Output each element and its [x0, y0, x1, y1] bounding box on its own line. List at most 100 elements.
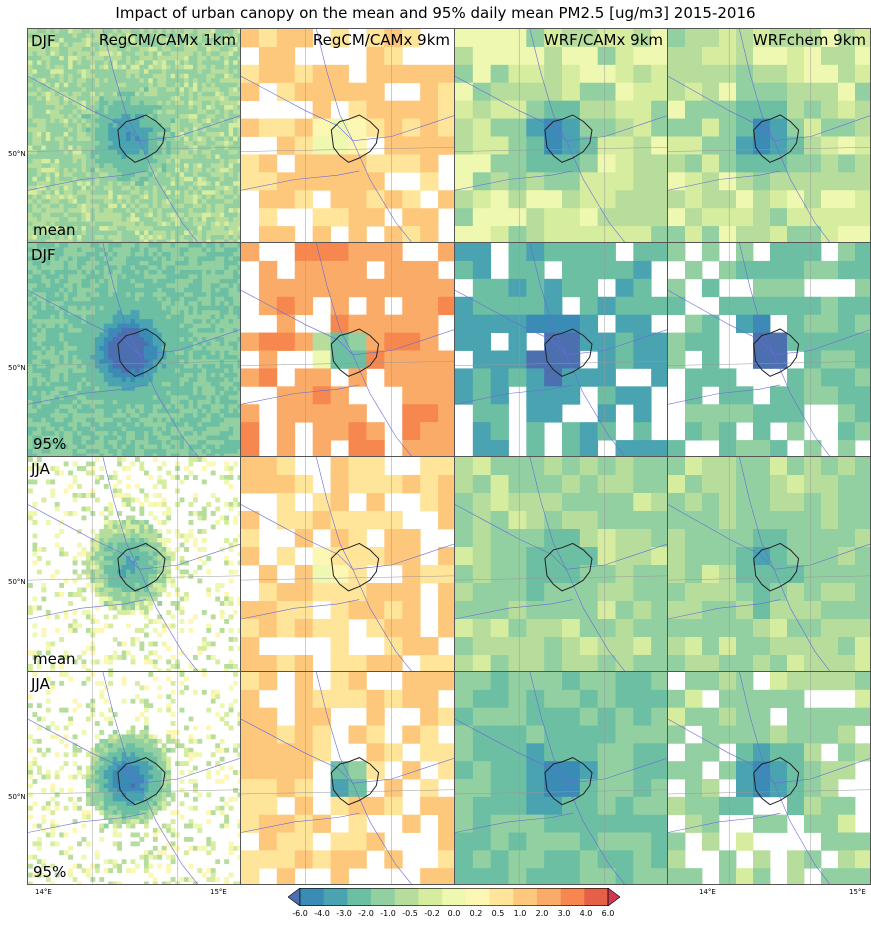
- heatmap-cell: [170, 247, 176, 253]
- heatmap-cell: [215, 37, 221, 43]
- heatmap-cell: [215, 42, 221, 48]
- heatmap-cell: [148, 408, 154, 414]
- heatmap-cell: [77, 235, 82, 240]
- heatmap-cell: [130, 350, 136, 356]
- heatmap-cell: [108, 359, 114, 365]
- heatmap-cell: [157, 260, 163, 266]
- heatmap-cell: [59, 172, 65, 178]
- heatmap-cell: [81, 208, 87, 214]
- heatmap-cell: [59, 208, 65, 214]
- heatmap-cell: [36, 449, 42, 454]
- heatmap-cell: [90, 328, 96, 333]
- heatmap-cell: [224, 377, 230, 383]
- heatmap-cell: [50, 368, 56, 374]
- heatmap-cell: [135, 123, 140, 128]
- heatmap-cell: [855, 29, 870, 48]
- heatmap-cell: [108, 269, 114, 275]
- heatmap-cell: [237, 230, 240, 236]
- heatmap-cell: [233, 42, 238, 48]
- heatmap-cell: [184, 194, 189, 200]
- heatmap-cell: [702, 154, 720, 173]
- heatmap-cell: [117, 413, 123, 419]
- heatmap-cell: [59, 96, 65, 102]
- heatmap-cell: [228, 350, 234, 356]
- heatmap-cell: [201, 96, 207, 102]
- heatmap-cell: [184, 260, 189, 266]
- heatmap-cell: [63, 417, 69, 423]
- heatmap-cell: [112, 181, 118, 187]
- heatmap-cell: [838, 82, 856, 102]
- heatmap-cell: [45, 167, 51, 173]
- heatmap-cell: [112, 46, 118, 52]
- heatmap-cell: [210, 154, 216, 160]
- heatmap-cell: [206, 114, 212, 119]
- heatmap-cell: [41, 305, 47, 311]
- heatmap-cell: [94, 149, 100, 155]
- heatmap-cell: [197, 440, 203, 445]
- heatmap-cell: [50, 363, 56, 369]
- heatmap-cell: [126, 100, 131, 106]
- heatmap-cell: [770, 226, 788, 242]
- heatmap-cell: [210, 296, 216, 302]
- heatmap-cell: [233, 176, 238, 182]
- heatmap-cell: [45, 314, 51, 320]
- heatmap-cell: [197, 51, 203, 57]
- heatmap-cell: [233, 296, 238, 302]
- heatmap-cell: [201, 287, 207, 293]
- heatmap-cell: [94, 145, 100, 151]
- heatmap-cell: [54, 341, 60, 347]
- heatmap-cell: [50, 158, 56, 164]
- heatmap-cell: [152, 381, 158, 387]
- heatmap-cell: [201, 377, 207, 383]
- heatmap-cell: [63, 51, 69, 57]
- heatmap-cell: [77, 217, 82, 223]
- heatmap-cell: [228, 239, 234, 242]
- heatmap-cell: [170, 163, 176, 169]
- heatmap-cell: [197, 185, 203, 191]
- heatmap-cell: [126, 435, 131, 441]
- heatmap-cell: [112, 109, 118, 115]
- heatmap-cell: [294, 118, 314, 137]
- heatmap-cell: [77, 377, 82, 383]
- heatmap-cell: [143, 230, 149, 236]
- heatmap-cell: [508, 46, 527, 66]
- heatmap-cell: [63, 354, 69, 360]
- heatmap-cell: [81, 323, 87, 329]
- heatmap-cell: [170, 136, 176, 142]
- heatmap-cell: [135, 109, 140, 115]
- heatmap-cell: [166, 247, 172, 253]
- heatmap-cell: [420, 208, 439, 227]
- heatmap-cell: [59, 194, 65, 200]
- heatmap-cell: [135, 132, 140, 137]
- heatmap-cell: [210, 390, 216, 396]
- heatmap-cell: [85, 368, 91, 374]
- heatmap-cell: [228, 60, 234, 66]
- heatmap-cell: [126, 190, 131, 196]
- heatmap-cell: [99, 350, 105, 356]
- heatmap-cell: [139, 149, 145, 155]
- heatmap-cell: [130, 199, 136, 205]
- heatmap-cell: [197, 381, 203, 387]
- heatmap-cell: [59, 132, 65, 137]
- heatmap-cell: [197, 386, 203, 392]
- heatmap-cell: [54, 368, 60, 374]
- heatmap-cell: [668, 172, 686, 191]
- heatmap-cell: [139, 417, 145, 423]
- heatmap-cell: [197, 283, 203, 289]
- heatmap-cell: [28, 301, 33, 307]
- heatmap-cell: [197, 251, 203, 257]
- heatmap-cell: [166, 274, 172, 280]
- heatmap-cell: [161, 395, 167, 401]
- heatmap-cell: [143, 42, 149, 48]
- heatmap-cell: [184, 431, 189, 437]
- heatmap-cell: [45, 172, 51, 178]
- heatmap-cell: [166, 296, 172, 302]
- heatmap-cell: [36, 29, 42, 34]
- heatmap-cell: [99, 283, 105, 289]
- heatmap-cell: [241, 172, 260, 191]
- heatmap-cell: [72, 127, 78, 133]
- heatmap-cell: [85, 319, 91, 325]
- heatmap-cell: [166, 314, 172, 320]
- heatmap-cell: [188, 301, 194, 307]
- heatmap-cell: [117, 404, 123, 410]
